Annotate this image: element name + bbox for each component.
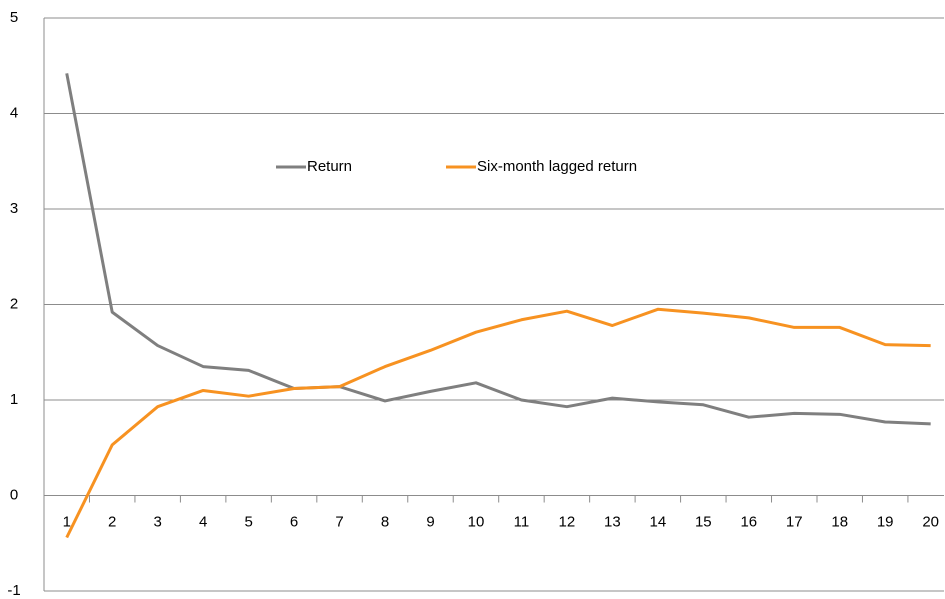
x-tick-label: 8 <box>381 513 389 530</box>
legend-label: Return <box>307 158 352 175</box>
y-tick-label: 2 <box>10 295 18 312</box>
legend-label: Six-month lagged return <box>477 158 637 175</box>
y-tick-label: 1 <box>10 391 18 408</box>
x-tick-label: 6 <box>290 513 298 530</box>
y-tick-label: 0 <box>10 486 18 503</box>
x-tick-label: 3 <box>154 513 162 530</box>
x-tick-label: 14 <box>650 513 667 530</box>
y-tick-label: -1 <box>7 582 20 599</box>
x-tick-label: 4 <box>199 513 207 530</box>
x-tick-label: 2 <box>108 513 116 530</box>
x-tick-label: 1 <box>63 513 71 530</box>
x-tick-label: 13 <box>604 513 621 530</box>
y-tick-label: 5 <box>10 9 18 26</box>
y-tick-label: 3 <box>10 200 18 217</box>
x-tick-label: 11 <box>514 513 530 530</box>
line-series <box>65 73 931 426</box>
x-tick-label: 10 <box>468 513 485 530</box>
x-tick-label: 9 <box>426 513 434 530</box>
x-tick-label: 20 <box>922 513 939 530</box>
x-tick-label: 18 <box>831 513 848 530</box>
x-tick-label: 19 <box>877 513 894 530</box>
x-tick-label: 16 <box>740 513 757 530</box>
line-series <box>65 307 931 539</box>
x-tick-label: 17 <box>786 513 803 530</box>
x-tick-label: 12 <box>559 513 576 530</box>
y-tick-label: 4 <box>10 104 18 121</box>
x-tick-label: 5 <box>244 513 252 530</box>
x-tick-label: 7 <box>335 513 343 530</box>
x-tick-label: 15 <box>695 513 712 530</box>
